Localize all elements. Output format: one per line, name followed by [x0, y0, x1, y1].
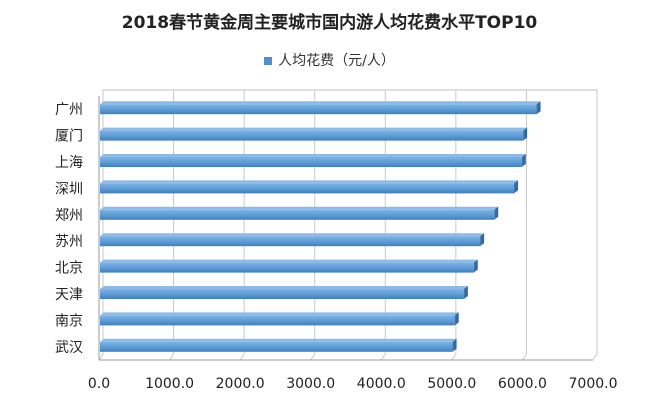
bar: [100, 104, 537, 115]
bar: [100, 236, 481, 247]
bar-end: [452, 338, 457, 352]
x-tick-label: 4000.0: [357, 376, 406, 392]
bar-top: [100, 338, 457, 342]
bar-end: [513, 180, 518, 194]
category-label: 厦门: [55, 129, 83, 145]
gridline-floor: [310, 353, 316, 361]
category-label: 北京: [55, 261, 83, 277]
category-label: 深圳: [55, 181, 83, 197]
gridline-floor: [239, 353, 245, 361]
legend: 人均花费（元/人）: [0, 50, 659, 70]
chart-title: 2018春节黄金周主要城市国内游人均花费水平TOP10: [121, 13, 538, 33]
bar-top: [100, 259, 478, 263]
bar-end: [454, 312, 459, 326]
legend-swatch: [264, 57, 273, 65]
x-tick-label: 7000.0: [569, 376, 618, 392]
bar-top: [100, 233, 485, 237]
category-label: 广州: [55, 102, 83, 118]
category-label: 郑州: [55, 208, 83, 224]
gridline-floor: [98, 353, 104, 361]
bar-top: [100, 101, 541, 105]
bar-top: [100, 206, 499, 210]
x-tick-label: 3000.0: [286, 376, 335, 392]
x-tick-label: 0.0: [88, 376, 110, 392]
bar-top: [100, 154, 526, 157]
bar-top: [100, 286, 468, 289]
bar-top: [100, 180, 518, 184]
category-label: 天津: [55, 287, 83, 303]
bar-end: [523, 127, 528, 141]
bar-end: [494, 206, 499, 220]
bar: [100, 341, 453, 352]
bar: [100, 183, 514, 194]
bar: [100, 262, 474, 273]
x-tick-label: 1000.0: [145, 376, 194, 392]
legend-label: 人均花费（元/人）: [278, 53, 395, 69]
x-tick-label: 2000.0: [216, 376, 265, 392]
bar-end: [536, 101, 541, 115]
bar: [100, 209, 495, 220]
gridline-floor: [169, 353, 174, 361]
bar: [100, 289, 464, 299]
category-label: 上海: [55, 155, 83, 171]
category-label: 武汉: [55, 340, 83, 356]
x-tick-label: 6000.0: [498, 376, 547, 392]
bar-end: [521, 154, 526, 167]
x-tick-label: 5000.0: [427, 376, 476, 392]
gridline-floor: [592, 353, 598, 361]
bar-end: [463, 286, 468, 299]
bar: [100, 157, 522, 167]
bar: [100, 130, 524, 141]
gridline-floor: [522, 353, 527, 361]
category-label: 南京: [55, 313, 83, 329]
bar-top: [100, 312, 459, 316]
category-label: 苏州: [55, 234, 83, 250]
bar-end: [480, 233, 485, 247]
gridline-floor: [451, 353, 457, 361]
gridline-floor: [380, 353, 386, 361]
bar: [100, 315, 455, 326]
bar-top: [100, 127, 528, 131]
bar-end: [473, 259, 478, 273]
